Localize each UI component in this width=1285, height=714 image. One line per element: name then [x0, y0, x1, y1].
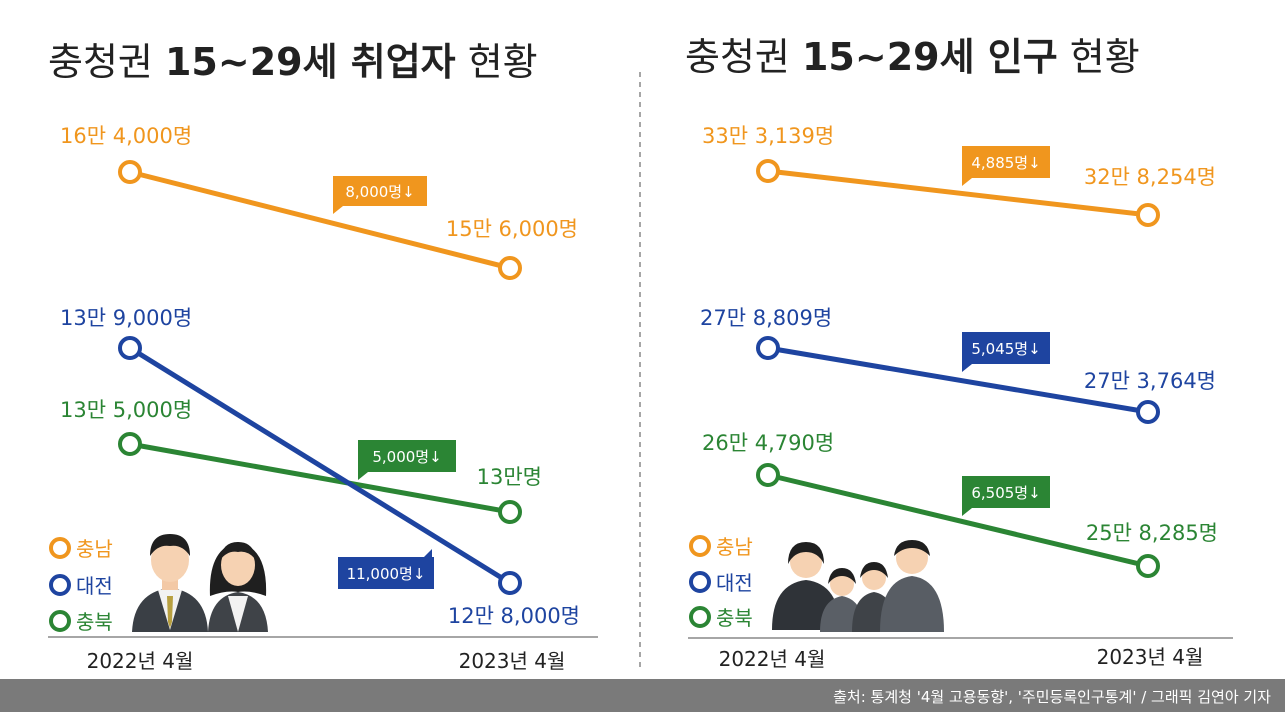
- legend-label-chungbuk: 충북: [716, 606, 753, 630]
- legend-left: 충남 대전 충북: [49, 537, 113, 634]
- marker-chungbuk-2022: [118, 432, 142, 456]
- label-chungnam-2022: 16만 4,000명: [60, 124, 192, 148]
- label-chungnam-2023: 15만 6,000명: [446, 217, 578, 241]
- x-tick-right-2023: 2023년 4월: [1097, 645, 1204, 669]
- series-line-daejeon: [128, 345, 512, 586]
- legend-label-chungbuk: 충북: [76, 610, 113, 634]
- legend-label-daejeon: 대전: [76, 574, 113, 598]
- change-badge-daejeon-pop: 5,045명↓: [962, 332, 1050, 372]
- x-tick-left-2023: 2023년 4월: [459, 649, 566, 673]
- footer-bar: 출처: 통계청 '4월 고용동향', '주민등록인구통계' / 그래픽 김연아 …: [0, 679, 1285, 712]
- legend-marker-chungnam: [689, 535, 711, 557]
- marker-chungnam-2023: [498, 256, 522, 280]
- chart-left: 충청권 15~29세 취업자 현황 16만 4,000명 15만 6,000명 …: [48, 40, 598, 673]
- source-credit: 출처: 통계청 '4월 고용동향', '주민등록인구통계' / 그래픽 김연아 …: [833, 688, 1271, 706]
- label-daejeon-2023: 12만 8,000명: [448, 604, 580, 628]
- change-badge-chungnam: 8,000명↓: [333, 176, 427, 214]
- legend-label-chungnam: 충남: [76, 537, 113, 561]
- label-daejeon-pop-2022: 27만 8,809명: [700, 306, 832, 330]
- label-chungbuk-pop-2022: 26만 4,790명: [702, 431, 834, 455]
- series-line-chungnam-pop: [767, 168, 1149, 218]
- svg-text:5,045명↓: 5,045명↓: [971, 340, 1040, 358]
- legend-marker-chungbuk: [689, 606, 711, 628]
- label-chungbuk-2023: 13만명: [477, 465, 542, 489]
- marker-daejeon-2023: [498, 571, 522, 595]
- series-line-daejeon-pop: [767, 345, 1149, 415]
- x-tick-right-2022: 2022년 4월: [719, 647, 826, 671]
- change-badge-chungbuk-pop: 6,505명↓: [962, 476, 1050, 516]
- marker-chungnam-2022: [118, 160, 142, 184]
- legend-marker-chungnam: [49, 537, 71, 559]
- legend-marker-chungbuk: [49, 610, 71, 632]
- series-line-chungbuk: [129, 441, 511, 515]
- chart-right-title: 충청권 15~29세 인구 현황: [685, 35, 1140, 79]
- change-badge-chungnam-pop: 4,885명↓: [962, 146, 1050, 186]
- family-illustration: [772, 540, 944, 632]
- legend-right: 충남 대전 충북: [689, 535, 753, 630]
- x-tick-left-2022: 2022년 4월: [87, 649, 194, 673]
- change-badge-chungbuk: 5,000명↓: [358, 440, 456, 480]
- label-chungnam-pop-2022: 33만 3,139명: [702, 124, 834, 148]
- legend-label-daejeon: 대전: [716, 571, 753, 595]
- legend-label-chungnam: 충남: [716, 535, 753, 559]
- marker-daejeon-pop-2022: [756, 336, 780, 360]
- svg-text:8,000명↓: 8,000명↓: [345, 183, 414, 201]
- change-badge-daejeon: 11,000명↓: [338, 549, 434, 589]
- legend-marker-daejeon: [49, 574, 71, 596]
- svg-text:6,505명↓: 6,505명↓: [971, 484, 1040, 502]
- marker-daejeon-2022: [118, 336, 142, 360]
- svg-text:4,885명↓: 4,885명↓: [971, 154, 1040, 172]
- marker-chungbuk-2023: [498, 500, 522, 524]
- marker-chungnam-pop-2023: [1136, 203, 1160, 227]
- label-daejeon-2022: 13만 9,000명: [60, 306, 192, 330]
- svg-text:11,000명↓: 11,000명↓: [347, 565, 426, 583]
- workers-illustration: [132, 534, 268, 632]
- label-daejeon-pop-2023: 27만 3,764명: [1084, 369, 1216, 393]
- chart-right: 충청권 15~29세 인구 현황 33만 3,139명 32만 8,254명 2…: [685, 35, 1233, 671]
- label-chungbuk-pop-2023: 25만 8,285명: [1086, 521, 1218, 545]
- series-line-chungbuk-pop: [767, 472, 1149, 569]
- series-line-chungnam: [129, 169, 511, 271]
- label-chungbuk-2022: 13만 5,000명: [60, 398, 192, 422]
- marker-chungnam-pop-2022: [756, 159, 780, 183]
- svg-text:5,000명↓: 5,000명↓: [372, 448, 441, 466]
- marker-chungbuk-pop-2022: [756, 463, 780, 487]
- marker-chungbuk-pop-2023: [1136, 554, 1160, 578]
- marker-daejeon-pop-2023: [1136, 400, 1160, 424]
- chart-left-title: 충청권 15~29세 취업자 현황: [48, 40, 538, 84]
- label-chungnam-pop-2023: 32만 8,254명: [1084, 165, 1216, 189]
- legend-marker-daejeon: [689, 571, 711, 593]
